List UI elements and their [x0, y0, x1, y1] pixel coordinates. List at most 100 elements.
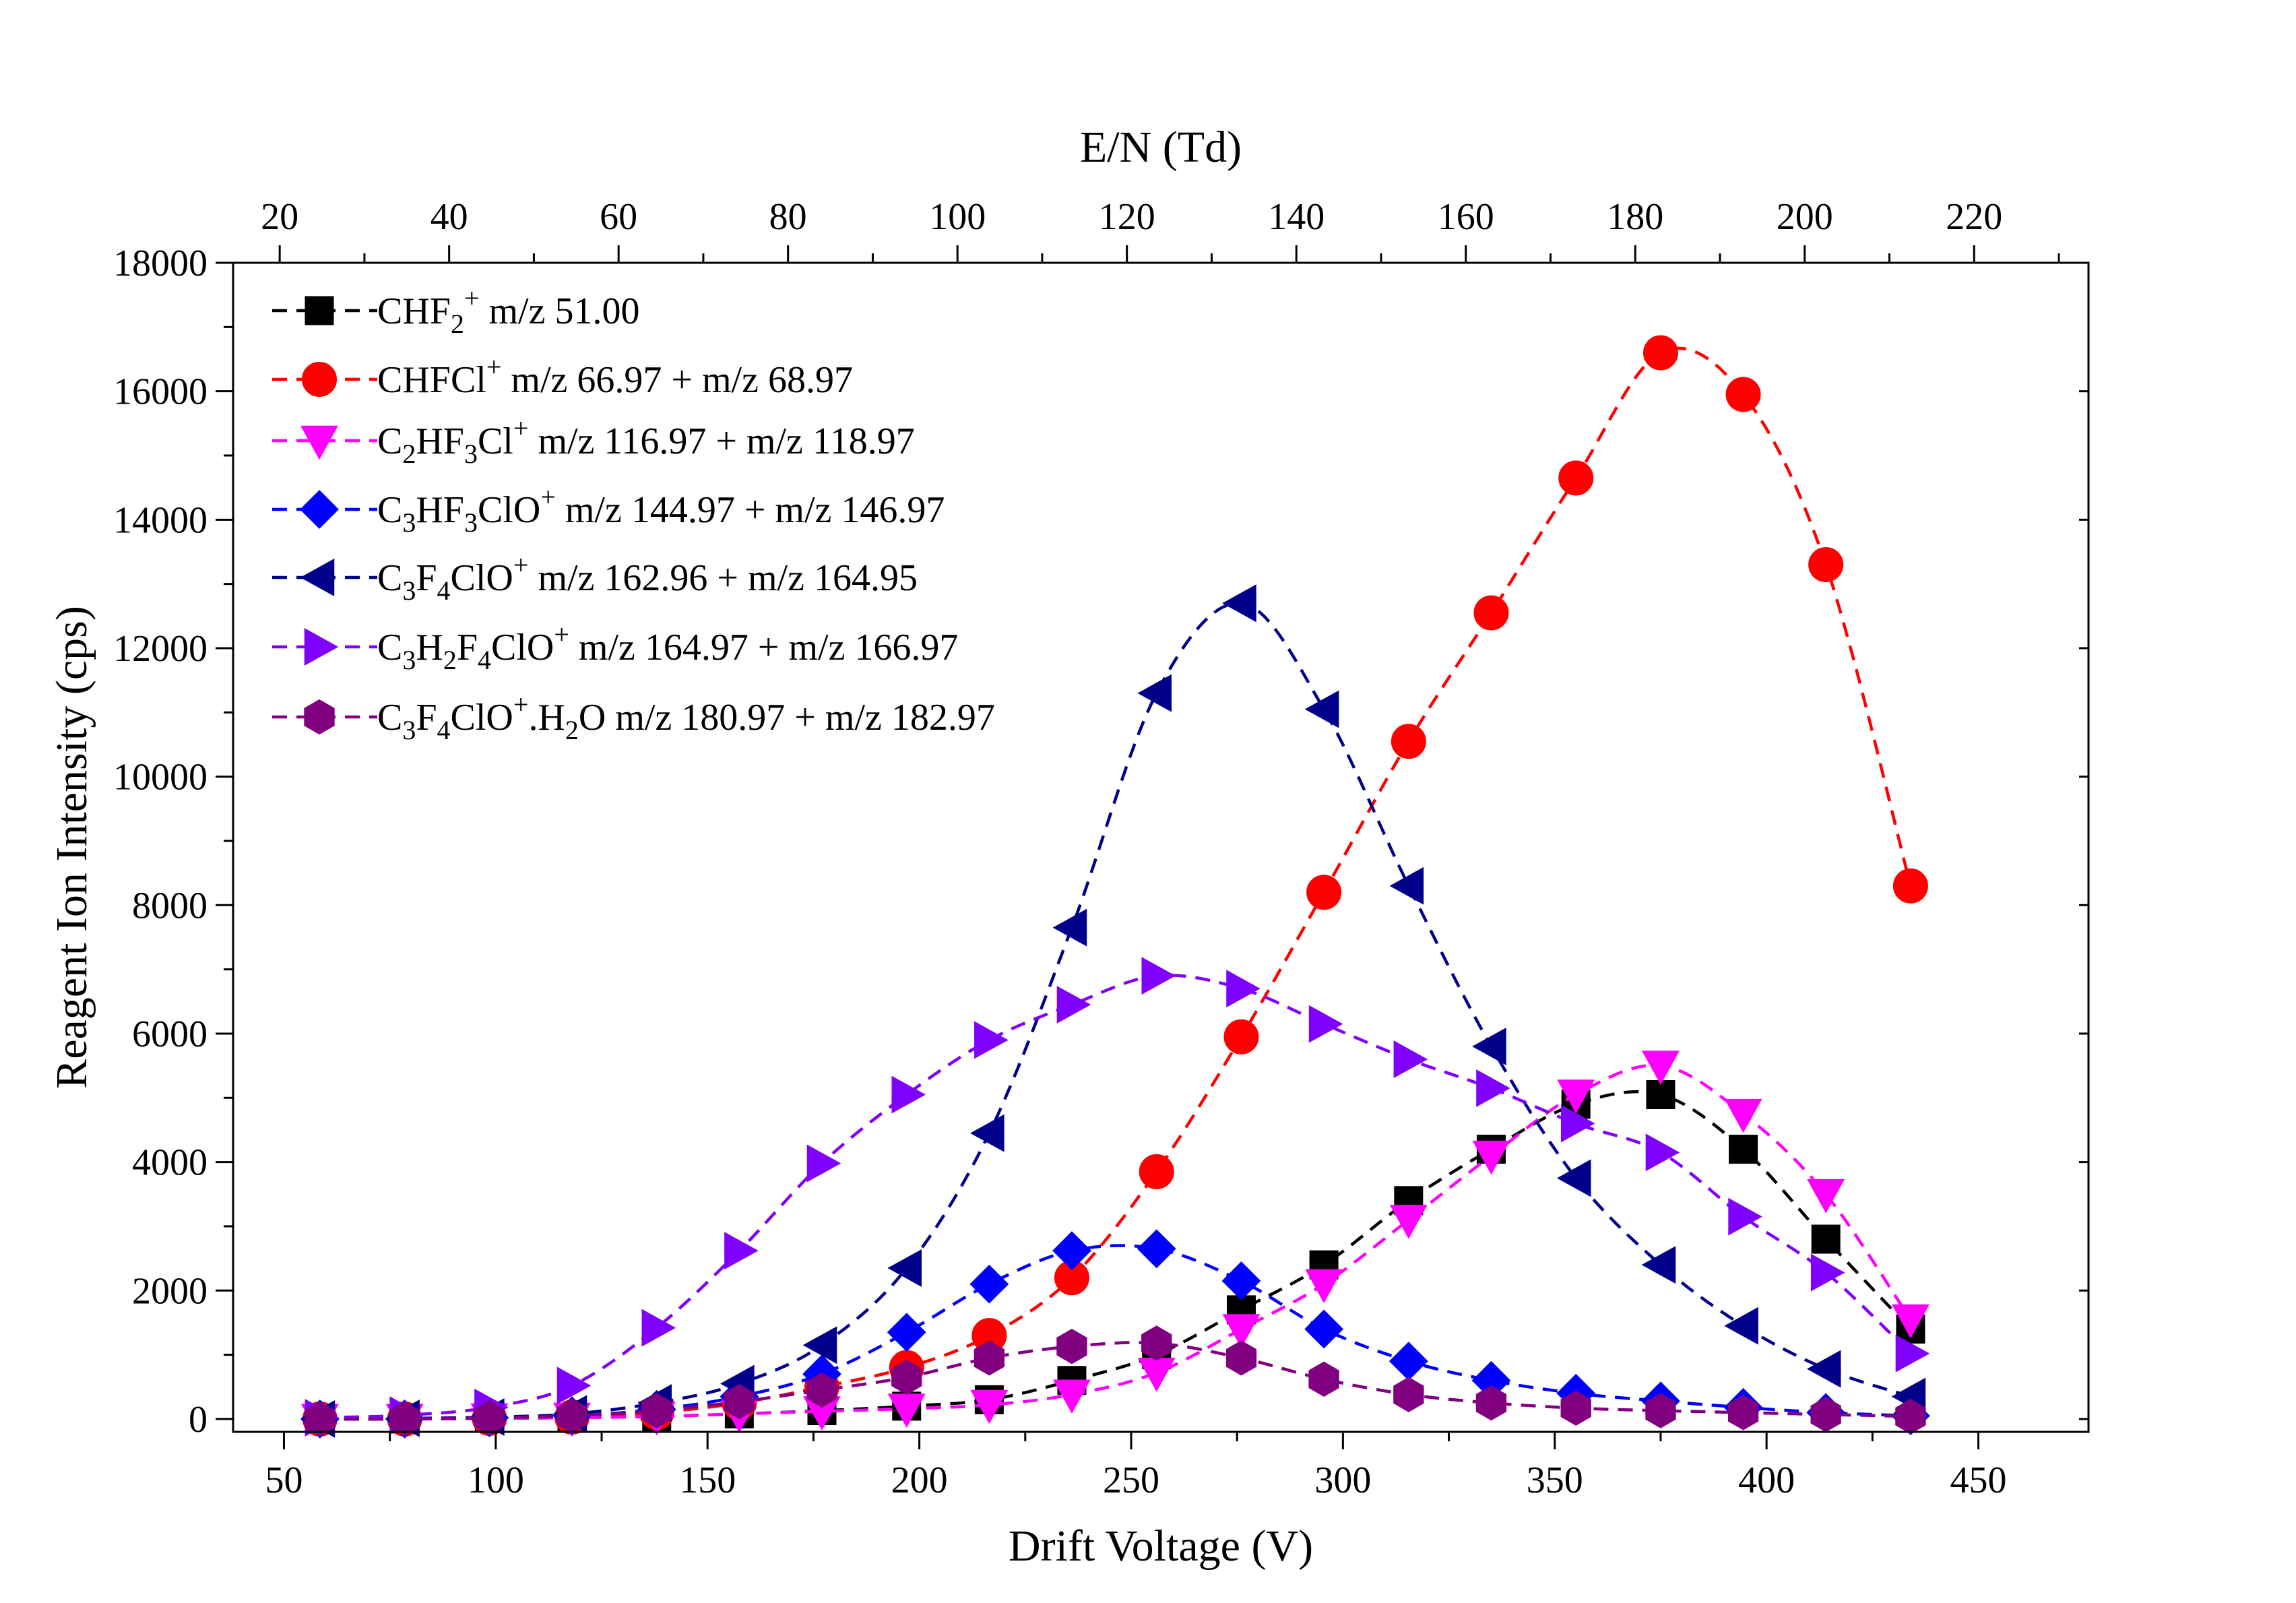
- x-tick-label: 50: [265, 1459, 302, 1501]
- legend-label-part: +: [486, 352, 502, 382]
- y-tick-label: 0: [189, 1399, 208, 1441]
- legend-label-part: O m/z 180.97 + m/z 182.97: [579, 697, 995, 738]
- legend-marker: [300, 490, 339, 529]
- data-point: [891, 1359, 922, 1395]
- legend-label-part: 4: [437, 575, 451, 606]
- data-point: [974, 1021, 1009, 1059]
- data-point: [1895, 1334, 1930, 1373]
- data-point: [1308, 1361, 1339, 1397]
- data-point: [1641, 1246, 1676, 1284]
- data-point: [1560, 1104, 1595, 1143]
- data-point: [1137, 1229, 1176, 1269]
- y-tick-label: 12000: [113, 628, 208, 670]
- legend-marker: [305, 296, 334, 325]
- legend-label-part: m/z 116.97 + m/z 118.97: [528, 420, 914, 462]
- x-axis-title: Drift Voltage (V): [1009, 1521, 1313, 1571]
- legend-label-part: 4: [478, 645, 491, 675]
- legend-label: C3H2F4ClO+ m/z 164.97 + m/z 166.97: [377, 619, 958, 675]
- x-tick-label: 150: [679, 1459, 736, 1501]
- legend-label-part: +: [464, 283, 480, 313]
- legend-label-part: +: [513, 550, 529, 580]
- data-point: [474, 1400, 505, 1436]
- legend-label-part: F: [416, 557, 437, 599]
- x2-tick-label: 100: [929, 196, 986, 238]
- x-tick-label: 400: [1738, 1459, 1795, 1501]
- data-point: [641, 1309, 676, 1347]
- x-tick-label: 100: [468, 1459, 524, 1501]
- data-point: [1306, 875, 1342, 910]
- data-point: [806, 1144, 841, 1183]
- legend-label-part: C: [377, 697, 402, 738]
- data-point: [891, 1075, 926, 1114]
- plot-series: [300, 335, 1930, 1439]
- legend-label-part: 2: [451, 309, 464, 339]
- series-line: [319, 346, 1913, 1421]
- series-6: [305, 1325, 1926, 1437]
- data-point: [1645, 1393, 1676, 1428]
- legend-label-part: Cl: [478, 420, 513, 462]
- data-point: [556, 1366, 592, 1405]
- data-point: [1642, 1050, 1680, 1085]
- data-point: [1729, 1135, 1758, 1164]
- legend-marker: [304, 699, 335, 735]
- legend-item: C2HF3Cl+ m/z 116.97 + m/z 118.97: [272, 413, 915, 469]
- legend-label-part: H: [416, 627, 443, 668]
- legend-marker: [300, 559, 335, 596]
- data-point: [1895, 1398, 1926, 1435]
- legend-label-part: +: [513, 689, 529, 720]
- data-point: [724, 1384, 755, 1420]
- y-tick-label: 18000: [113, 243, 208, 284]
- data-point: [1221, 1261, 1261, 1300]
- data-point: [974, 1340, 1004, 1376]
- data-point: [389, 1401, 420, 1437]
- series-line: [319, 601, 1911, 1421]
- data-point: [1891, 1304, 1930, 1339]
- data-point: [1560, 1390, 1591, 1426]
- data-point: [1393, 1040, 1428, 1079]
- y-axis-title: Reagent Ion Intensity (cps): [47, 606, 96, 1089]
- data-point: [1728, 1197, 1762, 1236]
- data-point: [1557, 1079, 1595, 1114]
- legend-label-part: 3: [464, 439, 478, 469]
- x-tick-label: 300: [1314, 1459, 1371, 1501]
- legend-label-part: +: [513, 413, 529, 443]
- legend-label: C3HF3ClO+ m/z 144.97 + m/z 146.97: [377, 482, 945, 538]
- data-point: [1472, 1028, 1506, 1065]
- data-point: [1892, 868, 1928, 904]
- data-point: [1556, 1159, 1591, 1197]
- x2-tick-label: 180: [1607, 196, 1663, 238]
- legend-label-part: 3: [402, 645, 416, 675]
- legend-label-part: HF: [416, 489, 464, 531]
- legend-item: C3F4ClO+.H2O m/z 180.97 + m/z 182.97: [272, 689, 995, 745]
- y-tick-label: 4000: [132, 1142, 208, 1184]
- x2-tick-label: 220: [1946, 196, 2002, 238]
- data-point: [969, 1264, 1009, 1304]
- data-point: [1393, 1377, 1424, 1412]
- data-point: [887, 1313, 926, 1352]
- legend-label-part: C: [377, 627, 402, 668]
- x-tick-label: 200: [891, 1459, 948, 1501]
- data-point: [1226, 970, 1261, 1008]
- data-point: [1304, 1309, 1343, 1349]
- y-axis-left: 0 2000 4000 6000 8000 10000 12000 14000 16000 180…: [113, 243, 233, 1441]
- legend-label-part: CHFCl: [377, 359, 486, 401]
- data-point: [1558, 460, 1594, 496]
- data-point: [1056, 986, 1091, 1024]
- data-point: [1811, 1224, 1841, 1254]
- data-point: [1137, 674, 1172, 712]
- legend-label-part: ClO: [451, 697, 513, 738]
- legend-label-part: 3: [402, 715, 416, 745]
- legend-label-part: m/z 51.00: [480, 290, 640, 332]
- data-point: [1389, 1205, 1428, 1239]
- data-point: [1643, 335, 1678, 371]
- data-point: [1308, 1005, 1343, 1043]
- x-axis-bottom: 50 100 150 200 250 300 350 400 450: [265, 1432, 2007, 1501]
- legend-item: CHF2+ m/z 51.00: [272, 283, 639, 339]
- data-point: [1473, 595, 1509, 631]
- legend-label: CHF2+ m/z 51.00: [377, 283, 639, 339]
- legend-label-part: ClO: [478, 489, 540, 531]
- legend-label-part: C: [377, 489, 402, 531]
- y-tick-label: 6000: [132, 1013, 208, 1055]
- x-tick-label: 250: [1103, 1459, 1159, 1501]
